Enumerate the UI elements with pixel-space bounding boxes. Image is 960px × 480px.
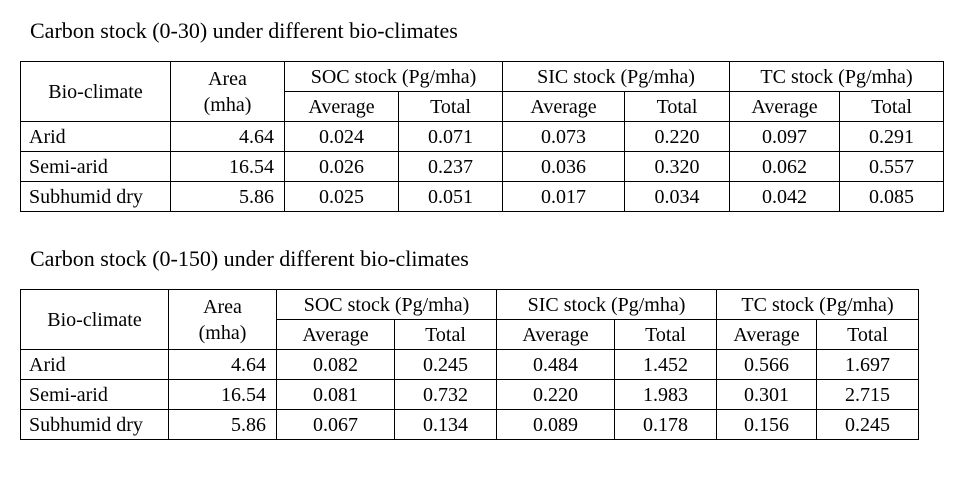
cell-tc-average: 0.301 [716,379,817,410]
cell-tc-average: 0.062 [729,151,840,182]
cell-soc-average: 0.067 [276,409,395,440]
header-area-line1: Area [208,67,247,90]
cell-tc-average: 0.097 [729,121,840,152]
subheader-tc-total: Total [839,91,944,122]
header-soc: SOC stock (Pg/mha) [284,61,503,92]
header-sic: SIC stock (Pg/mha) [502,61,730,92]
subheader-soc-average: Average [284,91,399,122]
cell-soc-average: 0.024 [284,121,399,152]
cell-soc-total: 0.732 [394,379,497,410]
cell-soc-total: 0.051 [398,181,503,212]
cell-tc-total: 0.085 [839,181,944,212]
cell-tc-total: 2.715 [816,379,919,410]
cell-soc-total: 0.237 [398,151,503,182]
cell-sic-average: 0.220 [496,379,615,410]
header-area-line1: Area [203,295,242,318]
cell-bioclimate: Arid [20,349,169,380]
cell-bioclimate: Subhumid dry [20,409,169,440]
cell-tc-total: 0.291 [839,121,944,152]
cell-tc-average: 0.156 [716,409,817,440]
cell-tc-average: 0.566 [716,349,817,380]
subheader-row: Average Total Average Total Average Tota… [21,319,919,350]
header-area: Area (mha) [168,289,277,350]
cell-sic-total: 1.983 [614,379,717,410]
cell-soc-average: 0.025 [284,181,399,212]
table-row: Arid 4.64 0.082 0.245 0.484 1.452 0.566 … [20,349,919,380]
table-title: Carbon stock (0-150) under different bio… [30,246,469,271]
cell-sic-average: 0.089 [496,409,615,440]
header-area-line2: (mha) [203,93,252,116]
carbon-stock-0-30-table: Bio-climate Area (mha) SOC stock (Pg/mha)… [20,61,944,212]
table-row: Semi-arid 16.54 0.026 0.237 0.036 0.320 … [20,151,944,182]
cell-soc-average: 0.026 [284,151,399,182]
header-tc: TC stock (Pg/mha) [729,61,944,92]
subheader-tc-average: Average [729,91,840,122]
cell-bioclimate: Arid [20,121,171,152]
subheader-sic-average: Average [502,91,625,122]
cell-sic-total: 0.178 [614,409,717,440]
cell-tc-total: 0.245 [816,409,919,440]
table-row: Semi-arid 16.54 0.081 0.732 0.220 1.983 … [20,379,919,410]
cell-soc-average: 0.082 [276,349,395,380]
subheader-tc-total: Total [816,319,919,350]
cell-sic-total: 0.034 [624,181,730,212]
cell-soc-total: 0.245 [394,349,497,380]
cell-bioclimate: Semi-arid [20,151,171,182]
table-title: Carbon stock (0-30) under different bio-… [30,18,458,43]
cell-area: 5.86 [168,409,277,440]
table-row: Arid 4.64 0.024 0.071 0.073 0.220 0.097 … [20,121,944,152]
header-bioclimate: Bio-climate [20,61,171,122]
cell-sic-average: 0.073 [502,121,625,152]
cell-tc-total: 1.697 [816,349,919,380]
table-row: Subhumid dry 5.86 0.067 0.134 0.089 0.17… [20,409,919,440]
header-soc: SOC stock (Pg/mha) [276,289,497,320]
cell-soc-total: 0.071 [398,121,503,152]
cell-area: 4.64 [170,121,285,152]
cell-tc-average: 0.042 [729,181,840,212]
cell-sic-average: 0.036 [502,151,625,182]
cell-sic-average: 0.017 [502,181,625,212]
header-area-line2: (mha) [198,321,247,344]
cell-sic-total: 1.452 [614,349,717,380]
header-bioclimate: Bio-climate [20,289,169,350]
cell-area: 16.54 [168,379,277,410]
cell-area: 5.86 [170,181,285,212]
cell-soc-average: 0.081 [276,379,395,410]
subheader-sic-average: Average [496,319,615,350]
carbon-stock-0-150-table: Bio-climate Area (mha) SOC stock (Pg/mha)… [20,289,919,440]
cell-bioclimate: Subhumid dry [20,181,171,212]
header-sic: SIC stock (Pg/mha) [496,289,717,320]
subheader-soc-total: Total [398,91,503,122]
cell-bioclimate: Semi-arid [20,379,169,410]
cell-soc-total: 0.134 [394,409,497,440]
cell-sic-average: 0.484 [496,349,615,380]
subheader-sic-total: Total [614,319,717,350]
cell-sic-total: 0.220 [624,121,730,152]
subheader-row: Average Total Average Total Average Tota… [21,91,944,122]
subheader-soc-total: Total [394,319,497,350]
header-row: Bio-climate Area (mha) SOC stock (Pg/mha)… [20,61,944,122]
cell-sic-total: 0.320 [624,151,730,182]
header-row: Bio-climate Area (mha) SOC stock (Pg/mha)… [20,289,919,350]
subheader-soc-average: Average [276,319,395,350]
header-tc: TC stock (Pg/mha) [716,289,919,320]
subheader-sic-total: Total [624,91,730,122]
subheader-tc-average: Average [716,319,817,350]
cell-area: 4.64 [168,349,277,380]
cell-area: 16.54 [170,151,285,182]
table-row: Subhumid dry 5.86 0.025 0.051 0.017 0.03… [20,181,944,212]
header-area: Area (mha) [170,61,285,122]
cell-tc-total: 0.557 [839,151,944,182]
